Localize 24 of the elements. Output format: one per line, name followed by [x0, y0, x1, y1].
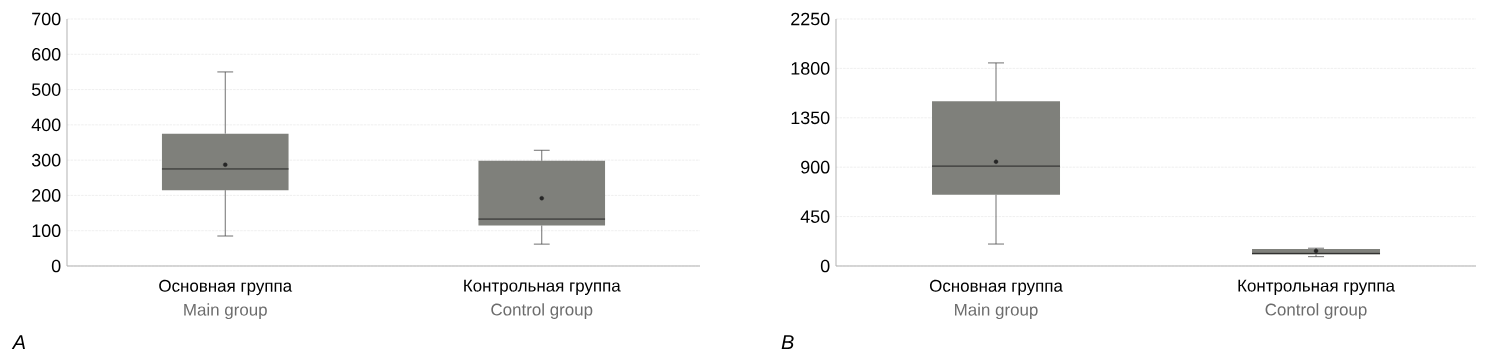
y-tick-label: 400 — [31, 118, 61, 132]
text: Control group — [1265, 303, 1367, 319]
x-tick-label: Основная группа — [159, 279, 293, 296]
text: A — [11, 335, 25, 350]
x-tick-label: Контрольная группа — [1238, 279, 1395, 296]
y-tick-label: 1800 — [791, 62, 830, 75]
y-tick-label: 0 — [820, 259, 830, 273]
text: Main group — [184, 303, 267, 320]
y-tick-label: 450 — [800, 210, 830, 223]
y-tick-label: 100 — [32, 224, 61, 238]
text: Control group — [491, 303, 593, 319]
y-tick-label: 0 — [51, 259, 61, 273]
text: B — [781, 335, 794, 350]
x-tick-label: Основная группа — [929, 279, 1063, 296]
y-tick-label: 700 — [32, 12, 61, 26]
y-tick-label: 1350 — [791, 111, 830, 125]
y-tick-label: 2250 — [791, 12, 830, 26]
text: Main group — [955, 303, 1038, 320]
y-tick-label: 600 — [32, 47, 61, 61]
y-tick-label: 300 — [31, 153, 61, 167]
y-tick-label: 900 — [801, 160, 830, 174]
y-tick-label: 500 — [31, 83, 61, 96]
y-tick-label: 200 — [32, 189, 61, 202]
x-tick-label: Контрольная группа — [464, 279, 621, 296]
